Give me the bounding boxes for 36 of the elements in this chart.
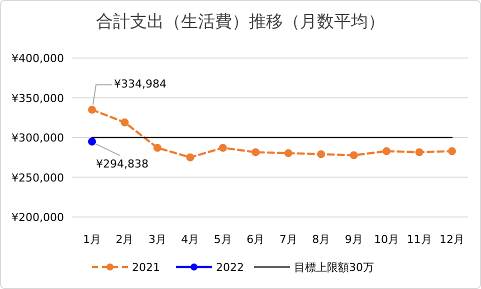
x-tick-label: 6月 (246, 233, 265, 246)
point (252, 148, 260, 156)
x-tick-label: 1月 (83, 233, 101, 246)
y-tick-label: ¥400,000 (12, 52, 64, 65)
point (88, 106, 96, 114)
chart-title: 合計支出（生活費）推移（月数平均） (96, 12, 385, 32)
point (218, 144, 227, 152)
x-tick-label: 5月 (214, 233, 232, 246)
x-tick-label: 10月 (374, 233, 400, 246)
point (153, 144, 162, 152)
x-tick-label: 11月 (406, 233, 432, 246)
point (350, 151, 358, 160)
y-tick-label: ¥200,000 (12, 211, 64, 224)
legend-label: 2022 (216, 261, 244, 274)
x-tick-label: 2月 (116, 233, 134, 246)
x-tick-label: 8月 (312, 233, 330, 246)
point (284, 149, 292, 158)
point (317, 150, 326, 158)
x-tick-label: 3月 (148, 233, 166, 246)
y-tick-label: ¥300,000 (12, 132, 64, 144)
y-tick-label: ¥250,000 (12, 171, 64, 184)
point (120, 118, 129, 126)
data-label: ¥334,984 (114, 78, 166, 91)
point (186, 153, 194, 162)
legend-label: 2021 (132, 261, 160, 274)
x-tick-label: 7月 (279, 233, 298, 246)
x-tick-label: 12月 (440, 233, 464, 246)
x-tick-label: 9月 (344, 233, 363, 246)
y-tick-label: ¥350,000 (12, 92, 64, 105)
point (88, 138, 96, 146)
x-tick-label: 4月 (181, 233, 200, 246)
point (448, 147, 456, 156)
data-label: ¥294,838 (96, 158, 148, 171)
legend-label: 目標上限額30万 (294, 261, 374, 274)
point (382, 147, 391, 156)
point (415, 148, 424, 156)
